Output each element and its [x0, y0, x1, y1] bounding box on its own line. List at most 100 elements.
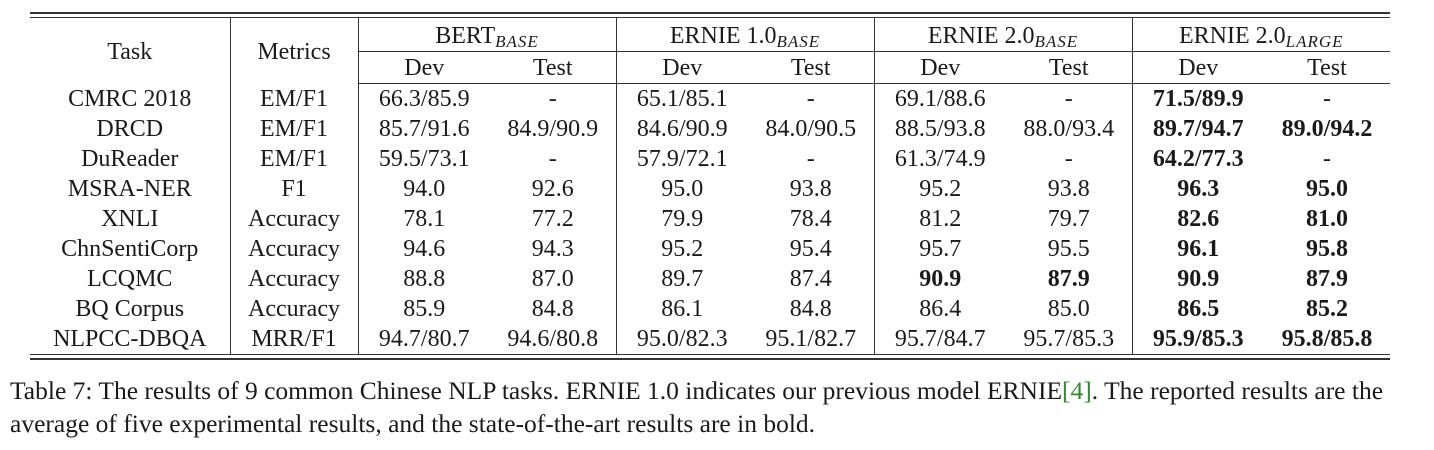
table-row: CMRC 2018 EM/F1 66.3/85.9-65.1/85.1-69.1/8…	[30, 83, 1390, 114]
task-name-cell: LCQMC	[30, 264, 231, 294]
metric-cell: EM/F1	[230, 144, 359, 174]
dev-score-cell: 66.3/85.9	[378, 86, 470, 112]
table-row: NLPCC-DBQA MRR/F1 94.7/80.7 94.6/80.8 95.0/8…	[30, 324, 1390, 354]
dev-score-cell: 82.6	[1177, 206, 1220, 232]
metric-cell: Accuracy	[230, 264, 359, 294]
metric-cell: Accuracy	[230, 204, 359, 234]
header-test: Test	[1264, 51, 1391, 84]
test-score-cell: 84.8	[748, 294, 875, 324]
task-name-cell: DuReader	[30, 144, 231, 174]
group-sub: LARGE	[1285, 31, 1344, 51]
dev-score-cell: 95.0/82.3	[636, 326, 728, 352]
test-score-cell: 93.8	[1006, 174, 1133, 204]
test-score-cell: -	[748, 144, 875, 174]
test-score-cell: 84.8	[490, 294, 617, 324]
table-row: DRCD EM/F1 85.7/91.6 84.9/90.9 84.6/90.9 84.0…	[30, 114, 1390, 144]
dev-score-cell: 89.7/94.7	[1152, 116, 1244, 142]
test-score-cell: 95.0	[1306, 176, 1348, 202]
header-task: Task	[30, 18, 231, 84]
test-score-cell: 88.0/93.4	[1006, 114, 1133, 144]
results-table: Task Metrics BERTBASE ERNIE 1.0BASE ERNI…	[30, 18, 1391, 354]
test-score-cell: 89.0/94.2	[1281, 116, 1373, 142]
test-score-cell: -	[490, 83, 617, 114]
test-score-cell: 95.1/82.7	[748, 324, 875, 354]
dev-score-cell: 71.5/89.9	[1152, 86, 1244, 112]
task-name-cell: MSRA-NER	[30, 174, 231, 204]
table-top-rule-inner	[30, 17, 1390, 18]
dev-score-cell: 85.7/91.6	[378, 116, 470, 142]
dev-score-cell: 81.2	[919, 206, 962, 232]
table-bottom-rule-outer	[30, 358, 1390, 360]
dev-score-cell: 95.0	[661, 176, 704, 202]
table-row: MSRA-NER F1 94.0 92.6 95.0 93.8 95.2 93.8 96.3 95…	[30, 174, 1390, 204]
dev-score-cell: 95.9/85.3	[1152, 326, 1244, 352]
test-score-cell: 95.5	[1006, 234, 1133, 264]
task-name-cell: BQ Corpus	[30, 294, 231, 324]
header-group-ernie2-large: ERNIE 2.0LARGE	[1132, 18, 1391, 52]
metric-cell: EM/F1	[230, 114, 359, 144]
caption-text: Table 7: The results of 9 common Chinese…	[10, 376, 1063, 405]
dev-score-cell: 88.5/93.8	[894, 116, 986, 142]
group-sub: BASE	[495, 31, 539, 51]
task-name-cell: NLPCC-DBQA	[30, 324, 231, 354]
header-row-splits: Dev Test Dev Test Dev Test Dev Test	[30, 51, 1391, 84]
dev-score-cell: 96.1	[1177, 236, 1220, 262]
dev-score-cell: 94.0	[403, 176, 446, 202]
test-score-cell: 92.6	[490, 174, 617, 204]
test-score-cell: 85.0	[1006, 294, 1133, 324]
dev-score-cell: 86.5	[1177, 296, 1220, 322]
dev-score-cell: 57.9/72.1	[636, 146, 728, 172]
test-score-cell: -	[1323, 146, 1331, 172]
test-score-cell: 94.3	[490, 234, 617, 264]
header-metrics: Metrics	[230, 18, 359, 84]
dev-score-cell: 94.6	[403, 236, 446, 262]
test-score-cell: 95.4	[748, 234, 875, 264]
dev-score-cell: 84.6/90.9	[636, 116, 728, 142]
task-name-cell: DRCD	[30, 114, 231, 144]
header-dev: Dev	[358, 51, 490, 84]
dev-score-cell: 94.7/80.7	[378, 326, 470, 352]
dev-score-cell: 95.7/84.7	[894, 326, 986, 352]
header-test: Test	[490, 51, 617, 84]
header-dev: Dev	[616, 51, 748, 84]
dev-score-cell: 59.5/73.1	[378, 146, 470, 172]
test-score-cell: 87.4	[748, 264, 875, 294]
header-dev: Dev	[1132, 51, 1264, 84]
test-score-cell: 87.9	[1306, 266, 1348, 292]
metric-cell: Accuracy	[230, 234, 359, 264]
test-score-cell: -	[1006, 83, 1133, 114]
task-name-cell: ChnSentiCorp	[30, 234, 231, 264]
dev-score-cell: 86.4	[919, 296, 962, 322]
test-score-cell: -	[748, 83, 875, 114]
group-sub: BASE	[776, 31, 821, 51]
metric-cell: F1	[230, 174, 359, 204]
citation-link[interactable]: [4]	[1062, 376, 1092, 405]
test-score-cell: 79.7	[1006, 204, 1133, 234]
dev-score-cell: 69.1/88.6	[894, 86, 986, 112]
task-name-cell: XNLI	[30, 204, 231, 234]
test-score-cell: 93.8	[748, 174, 875, 204]
test-score-cell: 87.0	[490, 264, 617, 294]
group-label: BERT	[435, 22, 496, 49]
table-row: BQ Corpus Accuracy 85.9 84.8 86.1 84.8 86.4 85.…	[30, 294, 1390, 324]
test-score-cell: 94.6/80.8	[490, 324, 617, 354]
table-row: DuReader EM/F1 59.5/73.1-57.9/72.1-61.3/74…	[30, 144, 1390, 174]
header-test: Test	[1006, 51, 1133, 84]
test-score-cell: 95.8	[1306, 236, 1348, 262]
dev-score-cell: 61.3/74.9	[894, 146, 986, 172]
test-score-cell: -	[490, 144, 617, 174]
dev-score-cell: 79.9	[661, 206, 704, 232]
dev-score-cell: 90.9	[1177, 266, 1220, 292]
group-sub: BASE	[1034, 31, 1079, 51]
test-score-cell: -	[1323, 86, 1331, 112]
header-group-ernie2-base: ERNIE 2.0BASE	[874, 18, 1133, 52]
test-score-cell: 84.0/90.5	[748, 114, 875, 144]
header-group-ernie1-base: ERNIE 1.0BASE	[616, 18, 875, 52]
header-test: Test	[748, 51, 875, 84]
test-score-cell: 95.7/85.3	[1006, 324, 1133, 354]
test-score-cell: 84.9/90.9	[490, 114, 617, 144]
dev-score-cell: 95.7	[919, 236, 962, 262]
table-row: LCQMC Accuracy 88.8 87.0 89.7 87.4 90.9 87.9 90.…	[30, 264, 1390, 294]
dev-score-cell: 78.1	[403, 206, 446, 232]
table-bottom-rule	[30, 354, 1390, 355]
